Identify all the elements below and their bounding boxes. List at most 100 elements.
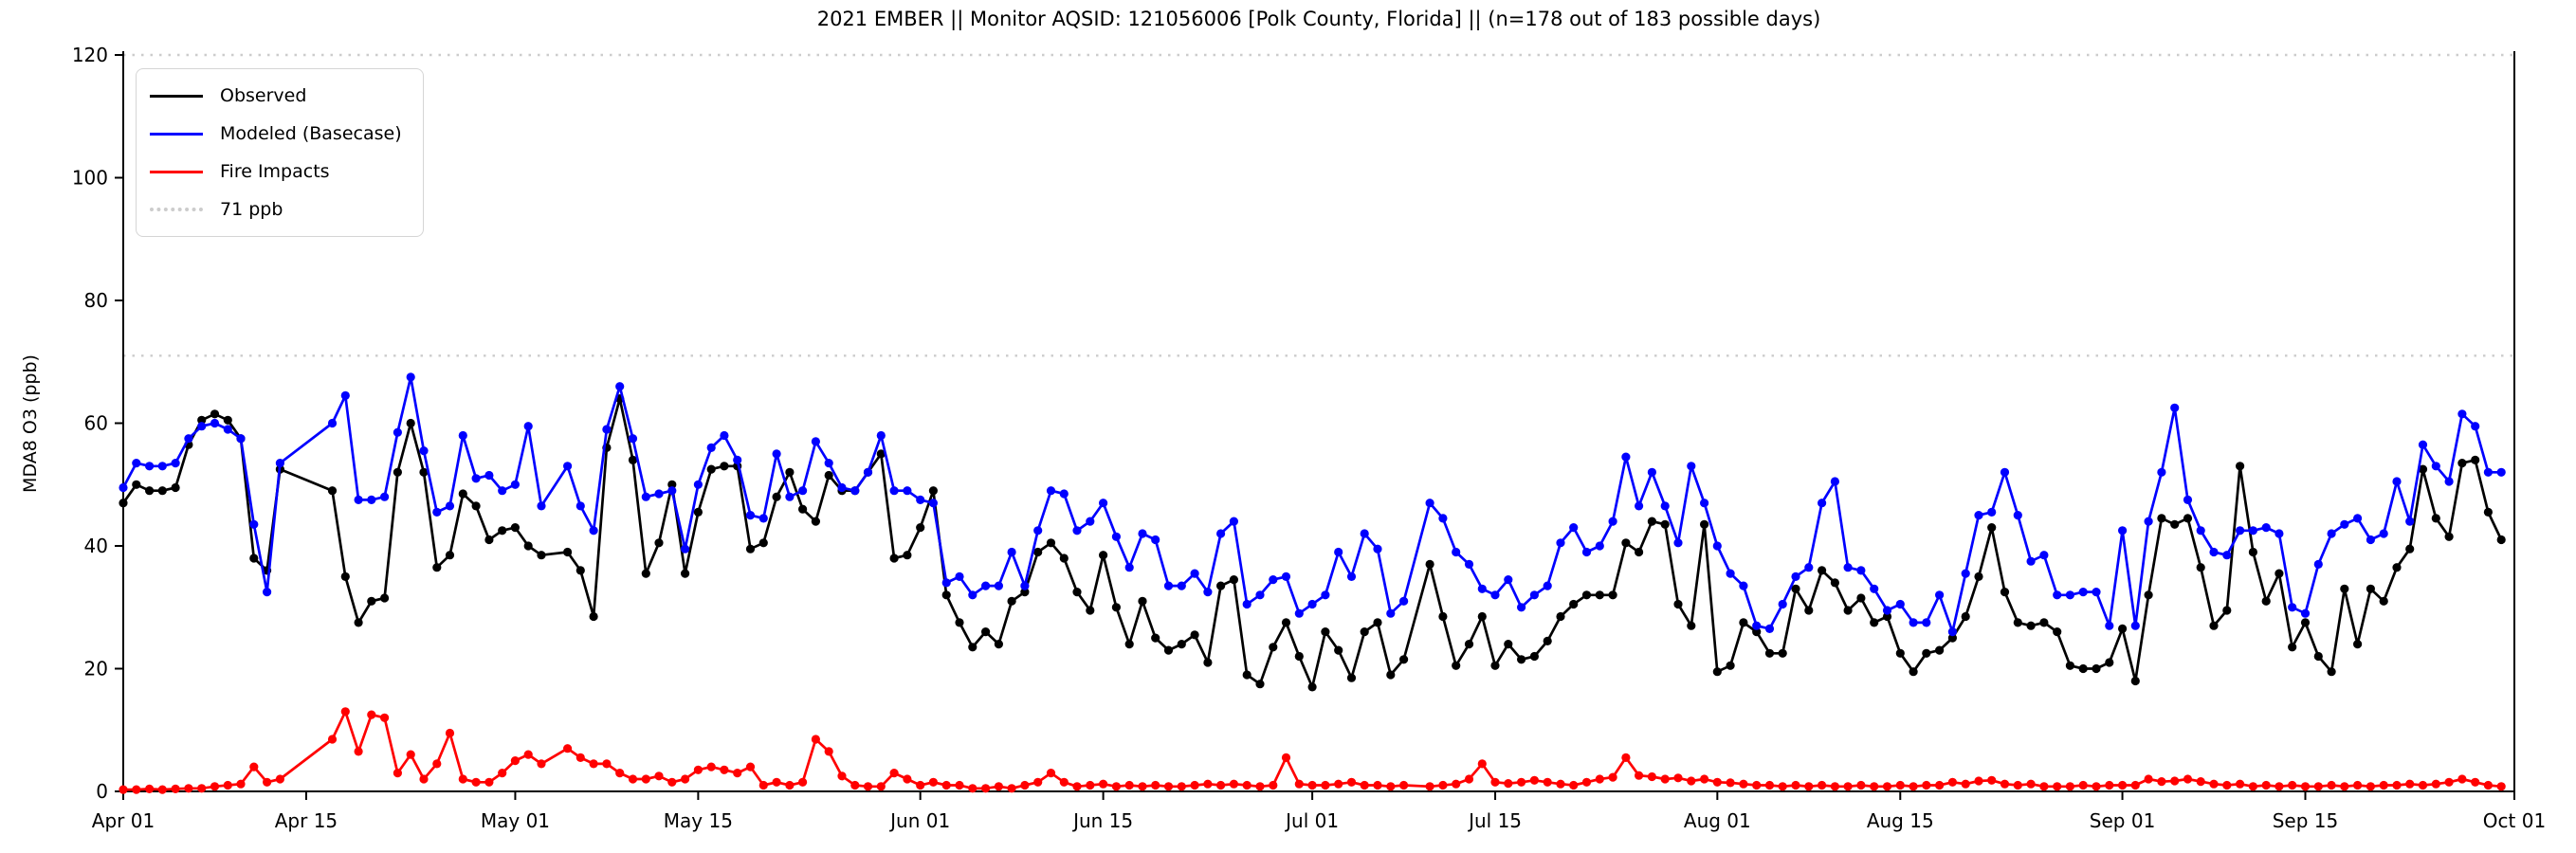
data-point-observed: [367, 596, 376, 606]
data-point-fire-impacts: [981, 784, 991, 793]
data-point-fire-impacts: [2340, 782, 2349, 791]
data-point-modeled-basecase-: [510, 480, 521, 489]
data-point-observed: [1255, 680, 1265, 689]
data-point-observed: [981, 627, 991, 637]
data-point-modeled-basecase-: [1321, 590, 1330, 600]
data-point-fire-impacts: [2078, 780, 2088, 790]
data-point-observed: [1294, 651, 1304, 662]
data-point-modeled-basecase-: [145, 462, 155, 471]
data-point-fire-impacts: [2275, 782, 2284, 791]
data-point-fire-impacts: [575, 753, 585, 763]
data-point-modeled-basecase-: [471, 474, 481, 483]
observed-line-swatch: [150, 94, 203, 98]
data-point-observed: [1856, 593, 1866, 603]
data-point-fire-impacts: [2000, 779, 2010, 789]
data-point-fire-impacts: [1229, 779, 1238, 789]
data-point-modeled-basecase-: [367, 495, 376, 505]
data-point-observed: [484, 535, 494, 545]
modeled-line-swatch: [150, 132, 203, 136]
data-point-observed: [1007, 596, 1016, 606]
data-point-modeled-basecase-: [1490, 590, 1500, 600]
data-point-fire-impacts: [1281, 753, 1291, 763]
data-point-modeled-basecase-: [1804, 563, 1814, 572]
data-point-observed: [380, 593, 390, 603]
data-point-observed: [928, 486, 939, 496]
series-line-fire-impacts: [121, 710, 2503, 791]
data-point-observed: [1425, 559, 1434, 570]
data-point-modeled-basecase-: [1124, 563, 1134, 572]
data-point-fire-impacts: [876, 782, 886, 791]
data-point-modeled-basecase-: [1726, 569, 1735, 578]
data-point-observed: [1307, 682, 1317, 692]
data-point-modeled-basecase-: [745, 511, 756, 520]
data-point-fire-impacts: [1778, 782, 1787, 791]
data-point-fire-impacts: [1687, 776, 1696, 786]
data-point-observed: [1581, 590, 1592, 600]
data-point-fire-impacts: [1099, 779, 1108, 789]
data-point-fire-impacts: [393, 769, 402, 778]
data-point-modeled-basecase-: [2444, 477, 2454, 486]
data-point-observed: [1046, 538, 1056, 548]
data-point-fire-impacts: [2327, 780, 2336, 790]
data-point-fire-impacts: [2013, 780, 2022, 790]
data-point-fire-impacts: [1804, 782, 1814, 791]
x-tick-label: Aug 01: [1684, 809, 1751, 832]
data-point-fire-impacts: [1543, 777, 1552, 787]
data-point-modeled-basecase-: [2392, 477, 2402, 486]
data-point-observed: [1334, 645, 1343, 655]
data-point-modeled-basecase-: [1543, 581, 1552, 590]
data-point-fire-impacts: [641, 774, 650, 784]
data-point-fire-impacts: [2457, 774, 2467, 784]
x-tick-label: Jul 01: [1284, 809, 1339, 832]
y-tick-label: 60: [84, 412, 108, 435]
data-point-observed: [1764, 648, 1775, 658]
legend-item-modeled: Modeled (Basecase): [150, 115, 402, 153]
data-point-fire-impacts: [1961, 779, 1970, 789]
data-point-modeled-basecase-: [1739, 581, 1748, 590]
data-point-modeled-basecase-: [2013, 511, 2022, 520]
data-point-observed: [2327, 667, 2336, 677]
data-point-fire-impacts: [968, 784, 977, 793]
data-point-modeled-basecase-: [837, 482, 847, 493]
data-point-observed: [1895, 648, 1905, 658]
data-point-fire-impacts: [602, 759, 612, 769]
data-point-observed: [2118, 624, 2128, 634]
data-point-fire-impacts: [498, 769, 507, 778]
data-point-fire-impacts: [1307, 780, 1317, 790]
data-point-fire-impacts: [733, 769, 742, 778]
data-point-modeled-basecase-: [1007, 547, 1016, 557]
data-point-fire-impacts: [1242, 780, 1251, 790]
data-point-modeled-basecase-: [903, 486, 912, 496]
data-point-modeled-basecase-: [2300, 608, 2311, 618]
data-point-modeled-basecase-: [249, 519, 259, 529]
data-point-modeled-basecase-: [340, 390, 350, 400]
data-point-modeled-basecase-: [1020, 581, 1030, 590]
data-point-fire-impacts: [681, 774, 690, 784]
data-point-observed: [1673, 599, 1683, 609]
data-point-fire-impacts: [157, 785, 167, 794]
data-point-modeled-basecase-: [1360, 529, 1369, 538]
data-point-fire-impacts: [510, 756, 521, 766]
data-point-fire-impacts: [1399, 780, 1409, 790]
data-point-modeled-basecase-: [772, 449, 781, 459]
data-point-fire-impacts: [1752, 780, 1762, 790]
data-point-modeled-basecase-: [863, 467, 873, 477]
data-point-modeled-basecase-: [132, 459, 141, 468]
data-point-fire-impacts: [1464, 774, 1474, 784]
data-point-fire-impacts: [1452, 779, 1461, 789]
data-point-modeled-basecase-: [889, 486, 899, 496]
data-point-observed: [693, 507, 703, 517]
data-point-observed: [2379, 596, 2388, 606]
data-point-modeled-basecase-: [811, 437, 821, 446]
data-point-modeled-basecase-: [2000, 467, 2010, 477]
data-point-fire-impacts: [1294, 779, 1304, 789]
data-point-fire-impacts: [1764, 780, 1775, 790]
data-point-modeled-basecase-: [1334, 547, 1343, 557]
data-point-modeled-basecase-: [1687, 462, 1696, 471]
data-point-fire-impacts: [236, 779, 246, 789]
data-point-fire-impacts: [928, 777, 939, 787]
data-point-observed: [772, 492, 781, 501]
data-point-observed: [327, 486, 338, 496]
data-point-modeled-basecase-: [2471, 422, 2480, 431]
data-point-observed: [1909, 667, 1918, 677]
